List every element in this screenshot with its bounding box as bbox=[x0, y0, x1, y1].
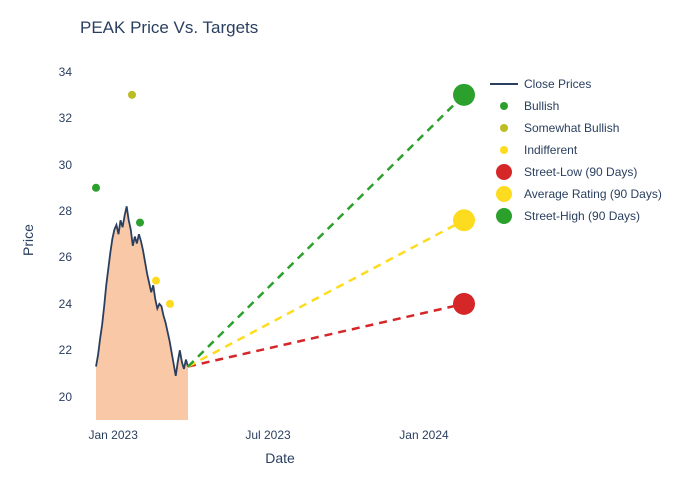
y-tick-label: 32 bbox=[32, 111, 72, 125]
y-tick-label: 28 bbox=[32, 204, 72, 218]
legend-item[interactable]: Indifferent bbox=[490, 141, 662, 159]
x-tick-label: Jul 2023 bbox=[245, 428, 290, 442]
y-tick-label: 22 bbox=[32, 343, 72, 357]
chart-svg bbox=[80, 60, 480, 420]
legend: Close Prices Bullish Somewhat Bullish Indif… bbox=[490, 75, 662, 229]
y-tick-label: 30 bbox=[32, 158, 72, 172]
legend-label: Average Rating (90 Days) bbox=[524, 187, 662, 201]
legend-label: Close Prices bbox=[524, 77, 591, 91]
legend-dot-icon bbox=[500, 124, 508, 132]
target-dot bbox=[453, 209, 475, 231]
x-axis-label: Date bbox=[80, 450, 480, 466]
target-dot bbox=[453, 293, 475, 315]
legend-label: Indifferent bbox=[524, 143, 577, 157]
target-dot bbox=[453, 84, 475, 106]
analyst-dot bbox=[92, 184, 100, 192]
legend-big-dot-icon bbox=[496, 208, 512, 224]
legend-line-icon bbox=[490, 83, 518, 85]
analyst-dot bbox=[166, 300, 174, 308]
projection-average bbox=[188, 220, 464, 366]
legend-dot-icon bbox=[500, 146, 508, 154]
x-tick-label: Jan 2023 bbox=[88, 428, 137, 442]
analyst-dot bbox=[136, 219, 144, 227]
legend-item[interactable]: Close Prices bbox=[490, 75, 662, 93]
chart-title: PEAK Price Vs. Targets bbox=[80, 18, 258, 38]
chart-container: PEAK Price Vs. Targets Price Date 202224… bbox=[0, 0, 700, 500]
legend-item[interactable]: Street-High (90 Days) bbox=[490, 207, 662, 225]
x-tick-label: Jan 2024 bbox=[399, 428, 448, 442]
legend-big-dot-icon bbox=[496, 164, 512, 180]
plot-area bbox=[80, 60, 480, 420]
y-tick-label: 26 bbox=[32, 250, 72, 264]
legend-item[interactable]: Somewhat Bullish bbox=[490, 119, 662, 137]
legend-label: Street-Low (90 Days) bbox=[524, 165, 637, 179]
legend-dot-icon bbox=[500, 102, 508, 110]
projection-street-low bbox=[188, 304, 464, 367]
legend-label: Bullish bbox=[524, 99, 559, 113]
legend-label: Somewhat Bullish bbox=[524, 121, 619, 135]
projection-street-high bbox=[188, 95, 464, 367]
y-tick-label: 20 bbox=[32, 390, 72, 404]
y-tick-label: 34 bbox=[32, 65, 72, 79]
price-area bbox=[96, 206, 188, 420]
legend-item[interactable]: Bullish bbox=[490, 97, 662, 115]
analyst-dot bbox=[152, 277, 160, 285]
legend-label: Street-High (90 Days) bbox=[524, 209, 640, 223]
legend-item[interactable]: Average Rating (90 Days) bbox=[490, 185, 662, 203]
analyst-dot bbox=[128, 91, 136, 99]
legend-big-dot-icon bbox=[496, 186, 512, 202]
legend-item[interactable]: Street-Low (90 Days) bbox=[490, 163, 662, 181]
y-tick-label: 24 bbox=[32, 297, 72, 311]
